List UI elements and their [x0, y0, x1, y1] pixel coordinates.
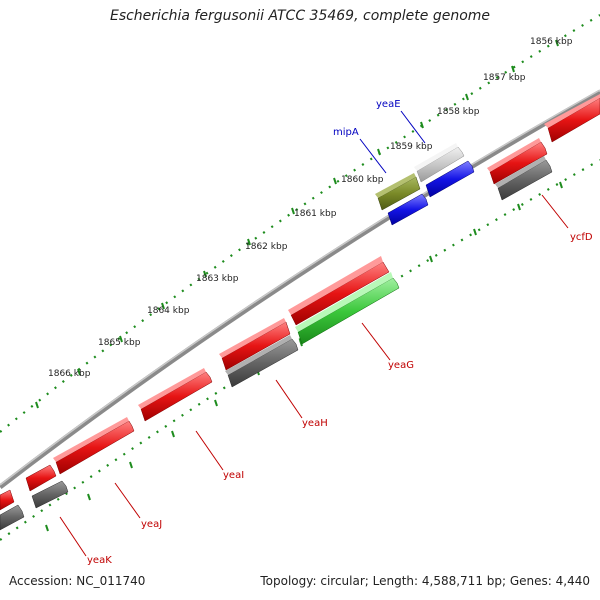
gene-label-yeaI: yeaI — [223, 470, 244, 481]
tick-label: 1860 kbp — [341, 175, 384, 185]
outer-major-ticks — [35, 39, 559, 409]
gene-label-yeaK: yeaK — [87, 555, 112, 566]
tick-label: 1864 kbp — [147, 306, 190, 316]
feature-red-edge — [0, 489, 15, 511]
accession-text: Accession: NC_011740 — [9, 574, 146, 588]
reverse-strand-features — [0, 156, 553, 531]
genome-backbone — [0, 89, 600, 489]
gene-label-yeaH: yeaH — [302, 418, 328, 429]
feature-gray-yeaK — [31, 480, 69, 509]
tick-label: 1866 kbp — [48, 369, 91, 379]
feature-mipA[interactable] — [377, 176, 421, 211]
tick-label: 1856 kbp — [530, 37, 573, 47]
feature-red-upper-yeaJ — [55, 420, 135, 475]
gene-label-ycfD: ycfD — [570, 232, 593, 243]
forward-strand-features — [0, 94, 600, 511]
gene-label-mipA: mipA — [333, 127, 359, 138]
feature-red-upper-yeaI — [140, 371, 213, 422]
feature-blue-1 — [425, 160, 475, 198]
tick-label: 1859 kbp — [390, 142, 433, 152]
tick-label: 1862 kbp — [245, 242, 288, 252]
feature-blue-2 — [387, 193, 429, 226]
tick-label: 1857 kbp — [483, 73, 526, 83]
gene-label-yeaJ: yeaJ — [141, 519, 162, 530]
label-leaders — [59, 110, 569, 557]
feature-gray-ycfD — [497, 159, 553, 201]
tick-label: 1865 kbp — [98, 338, 141, 348]
tick-label: 1858 kbp — [437, 107, 480, 117]
map-title: Escherichia fergusonii ATCC 35469, compl… — [109, 8, 491, 24]
feature-red-small — [25, 464, 57, 492]
gene-label-yeaG: yeaG — [388, 360, 414, 371]
tick-label: 1861 kbp — [294, 209, 337, 219]
gene-labels: yeaE mipA ycfD yeaG yeaH yeaI yeaJ yeaK — [87, 99, 593, 566]
inner-major-ticks — [45, 181, 563, 532]
tick-label: 1863 kbp — [196, 274, 239, 284]
feature-cds — [547, 97, 600, 143]
kbp-labels: 1856 kbp 1857 kbp 1858 kbp 1859 kbp 1860… — [48, 37, 573, 379]
feature-gray-edge — [0, 504, 25, 531]
inner-tick-ring — [0, 159, 600, 541]
feature-gray-yeaH — [227, 338, 299, 388]
genome-summary-text: Topology: circular; Length: 4,588,711 bp… — [260, 574, 590, 588]
gene-label-yeaE: yeaE — [376, 99, 401, 110]
